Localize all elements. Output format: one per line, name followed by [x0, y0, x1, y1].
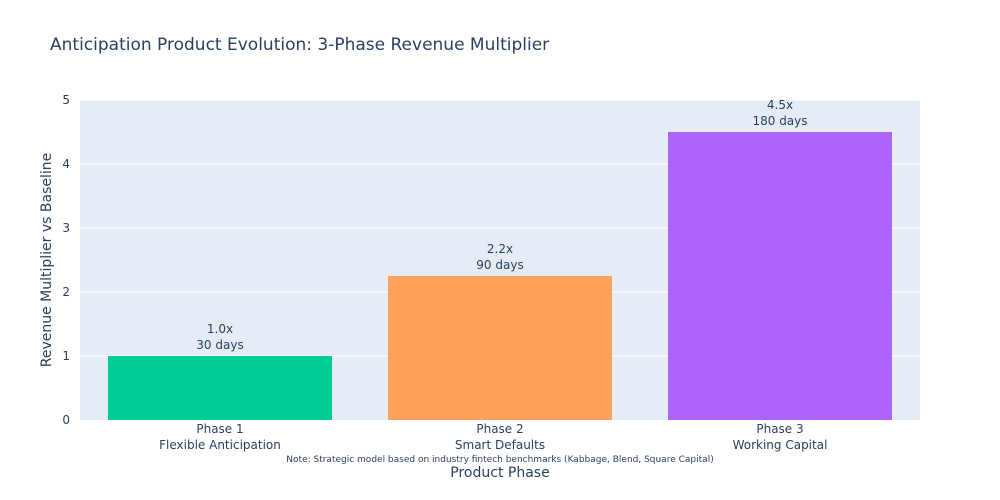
- x-tick-sublabel: Flexible Anticipation: [159, 438, 281, 452]
- x-axis-ticks: Phase 1 Flexible Anticipation Phase 2 Smart…: [159, 422, 827, 452]
- x-tick-label: Phase 3: [756, 422, 803, 436]
- bar: [108, 356, 332, 420]
- bar-value-label: 1.0x: [207, 322, 233, 336]
- y-tick-label: 5: [62, 93, 70, 107]
- bar-duration-label: 30 days: [196, 338, 243, 352]
- bar-duration-label: 180 days: [752, 114, 807, 128]
- y-axis-ticks: 0 1 2 3 4 5: [62, 93, 70, 427]
- bar-duration-label: 90 days: [476, 258, 523, 272]
- x-tick-sublabel: Working Capital: [733, 438, 828, 452]
- chart-note: Note: Strategic model based on industry …: [286, 455, 713, 465]
- x-tick-label: Phase 2: [476, 422, 523, 436]
- y-tick-label: 2: [62, 285, 70, 299]
- bar-data-labels: 1.0x 30 days 2.2x 90 days 4.5x 180 days: [196, 98, 807, 352]
- bar: [668, 132, 892, 420]
- bar-value-label: 2.2x: [487, 242, 513, 256]
- bar: [388, 276, 612, 420]
- y-tick-label: 3: [62, 221, 70, 235]
- bars: [108, 132, 892, 420]
- y-tick-label: 0: [62, 413, 70, 427]
- x-axis-title: Product Phase: [450, 465, 549, 481]
- y-tick-label: 1: [62, 349, 70, 363]
- chart-title: Anticipation Product Evolution: 3-Phase …: [50, 35, 549, 55]
- y-tick-label: 4: [62, 157, 70, 171]
- bar-value-label: 4.5x: [767, 98, 793, 112]
- y-axis-title: Revenue Multiplier vs Baseline: [39, 153, 55, 368]
- x-tick-sublabel: Smart Defaults: [455, 438, 545, 452]
- x-tick-label: Phase 1: [196, 422, 243, 436]
